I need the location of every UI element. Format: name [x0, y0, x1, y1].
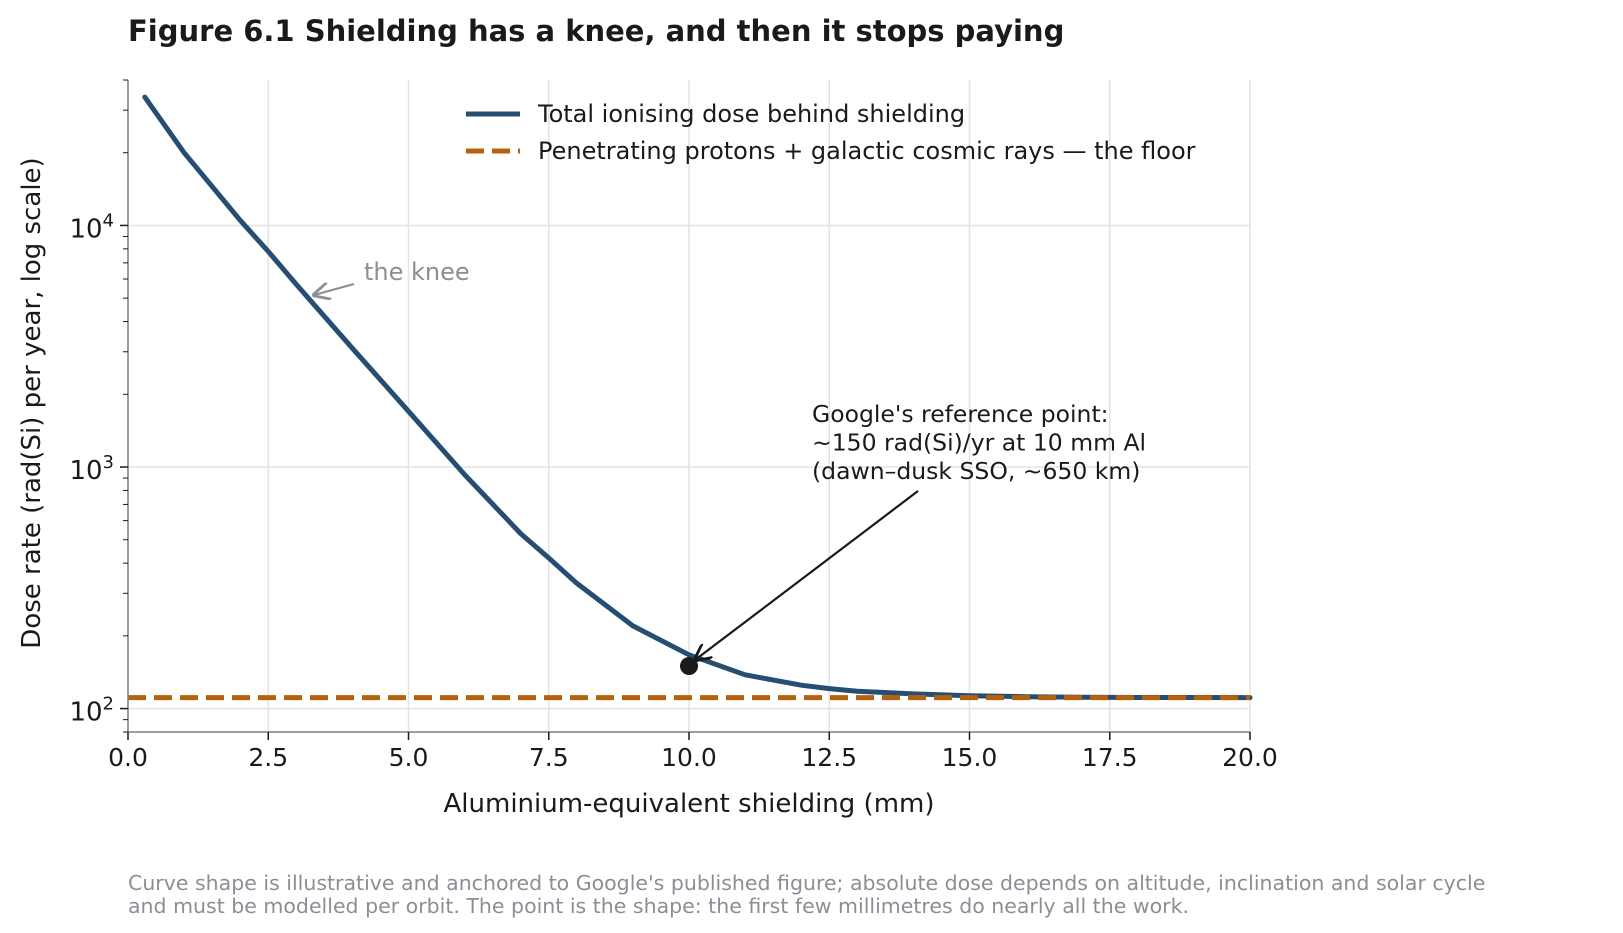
- y-axis-label: Dose rate (rad(Si) per year, log scale): [17, 157, 47, 648]
- y-tick-label: 104: [69, 210, 114, 244]
- reference-arrow: [695, 490, 919, 660]
- knee-label: the knee: [364, 258, 470, 286]
- axes: 0.0 2.5 5.0 7.5 10.0 12.5 15.0 17.5 20.0 102 103 10…: [17, 79, 1278, 819]
- annotations: the knee Google's reference point:~150 ra…: [314, 258, 1146, 660]
- y-tick-label: 102: [69, 694, 114, 728]
- reference-label-line: (dawn–dusk SSO, ~650 km): [812, 457, 1140, 485]
- x-tick-label: 17.5: [1082, 743, 1138, 772]
- figure-title: Figure 6.1 Shielding has a knee, and the…: [128, 14, 1065, 48]
- y-tick-label: 103: [69, 452, 114, 486]
- x-tick-label: 10.0: [661, 743, 717, 772]
- x-tick-label: 15.0: [942, 743, 998, 772]
- footnote-line-2: and must be modelled per orbit. The poin…: [128, 894, 1189, 918]
- footnote-line-1: Curve shape is illustrative and anchored…: [128, 871, 1486, 895]
- legend-label-1: Total ionising dose behind shielding: [537, 100, 965, 128]
- reference-label-line: ~150 rad(Si)/yr at 10 mm Al: [812, 429, 1146, 457]
- x-tick-label: 20.0: [1222, 743, 1278, 772]
- reference-label-line: Google's reference point:: [812, 400, 1109, 428]
- x-tick-label: 7.5: [529, 743, 569, 772]
- footnote: Curve shape is illustrative and anchored…: [128, 872, 1618, 918]
- legend-label-2: Penetrating protons + galactic cosmic ra…: [538, 137, 1196, 165]
- series-line-1: [142, 94, 1253, 701]
- x-axis-label: Aluminium-equivalent shielding (mm): [444, 789, 935, 819]
- x-tick-label: 12.5: [801, 743, 857, 772]
- x-tick-label: 0.0: [108, 743, 148, 772]
- grid: [127, 80, 1251, 732]
- x-tick-label: 2.5: [248, 743, 288, 772]
- knee-arrow: [314, 284, 355, 295]
- legend: Total ionising dose behind shielding Pene…: [466, 100, 1196, 165]
- x-tick-label: 5.0: [389, 743, 429, 772]
